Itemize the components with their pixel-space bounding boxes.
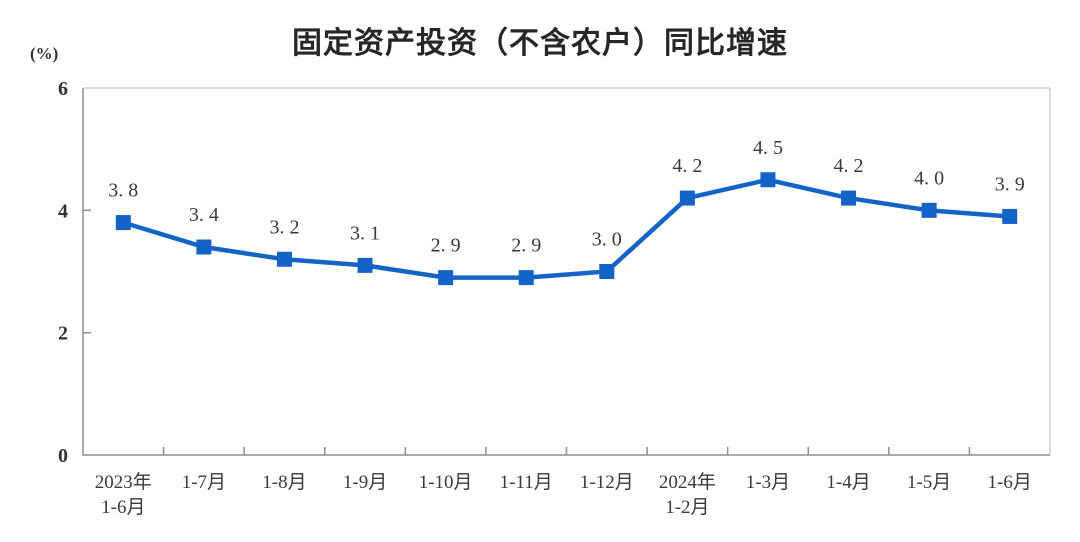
data-point-marker [921,202,937,218]
data-point-marker [679,190,695,206]
x-category-label: 1-5月 [907,472,951,493]
data-point-marker [276,251,292,267]
chart-title: 固定资产投资（不含农户）同比增速 [292,27,788,60]
data-point-label: 4. 0 [914,167,944,189]
data-point-label: 3. 8 [108,180,138,202]
x-category-label: 2023年 1-6月 [95,471,152,518]
data-point-marker [518,270,534,286]
x-category-label: 1-4月 [826,472,870,493]
data-point-label: 4. 5 [753,137,783,159]
data-point-label: 3. 9 [995,173,1025,195]
data-point-marker [599,264,615,279]
data-point-label: 2. 9 [431,235,461,257]
y-tick-label: 4 [58,200,68,222]
x-category-label: 1-12月 [580,472,634,493]
data-point-marker [841,190,857,206]
data-point-marker [438,270,454,286]
y-tick-label: 0 [58,445,68,467]
x-category-label: 1-7月 [182,472,226,493]
y-tick-label: 6 [58,78,68,100]
x-category-label: 2024年 1-2月 [659,471,716,518]
data-point-marker [196,239,212,255]
data-point-marker [115,215,131,231]
x-category-label: 1-9月 [343,472,387,493]
y-tick-label: 2 [58,323,68,345]
data-point-label: 3. 4 [189,204,219,226]
data-point-label: 2. 9 [511,235,541,257]
data-point-marker [760,172,776,188]
data-point-marker [1002,208,1018,224]
data-point-label: 4. 2 [672,155,702,177]
x-category-label: 1-10月 [419,472,473,493]
data-point-label: 3. 1 [350,222,380,244]
data-point-label: 4. 2 [834,155,864,177]
y-axis-unit-label: (%) [30,44,59,63]
x-category-label: 1-3月 [746,472,790,493]
data-point-label: 3. 0 [592,229,622,251]
data-point-label: 3. 2 [269,216,299,238]
x-category-label: 1-6月 [988,472,1032,493]
data-point-marker [357,257,373,273]
x-category-label: 1-8月 [262,472,306,493]
x-category-label: 1-11月 [500,472,553,493]
series-line [122,177,1010,280]
